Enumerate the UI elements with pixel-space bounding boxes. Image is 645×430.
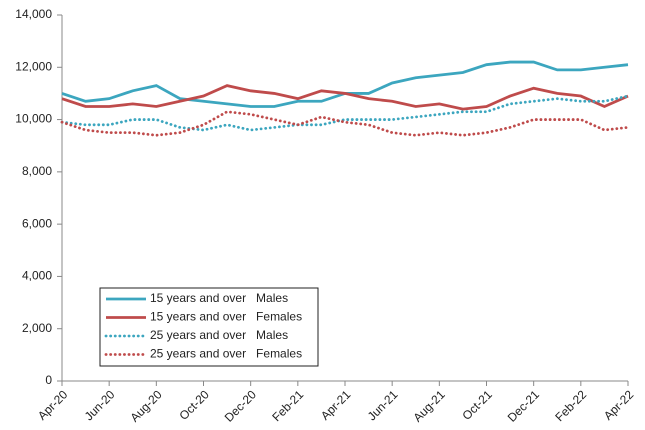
x-tick-label: Aug-20 [127,387,164,424]
legend-box [99,287,319,367]
legend-label: 15 years and over Males [150,291,288,305]
series-line [61,84,629,111]
y-tick-label: 0 [45,373,52,387]
legend-label: 25 years and over Males [150,328,288,342]
x-tick-label: Apr-21 [318,387,354,423]
y-tick-label: 4,000 [22,269,52,283]
x-tick-label: Oct-20 [176,387,212,423]
x-tick-label: Dec-21 [505,387,542,424]
x-tick-label: Apr-22 [601,387,637,423]
y-tick-label: 2,000 [22,321,52,335]
x-tick-label: Jun-20 [82,387,118,423]
x-tick-label: Apr-20 [35,387,71,423]
y-tick-label: 8,000 [22,164,52,178]
y-tick-label: 6,000 [22,216,52,230]
x-tick-label: Oct-21 [459,387,495,423]
series-line [60,94,630,132]
x-tick-label: Aug-21 [410,387,447,424]
y-tick-label: 12,000 [15,59,52,73]
y-tick-label: 10,000 [15,112,52,126]
x-tick-label: Jun-21 [365,387,401,423]
legend-label: 25 years and over Females [150,347,302,361]
x-tick-label: Feb-21 [269,387,306,424]
y-tick-label: 14,000 [15,7,52,21]
x-tick-label: Feb-22 [552,387,589,424]
series-line [60,110,630,137]
legend-label: 15 years and over Females [150,310,302,324]
x-tick-label: Dec-20 [222,387,259,424]
